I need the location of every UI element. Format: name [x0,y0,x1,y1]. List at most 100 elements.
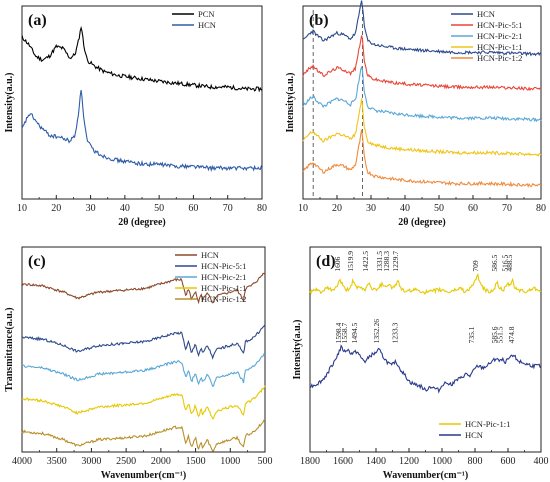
x-tick-label: 400 [534,456,549,467]
legend-label: HCN-Pic-5:1 [477,20,522,30]
series-line-pcn [21,25,263,93]
x-tick-label: 30 [366,203,376,214]
x-tick-label: 1500 [186,456,206,467]
panel-tag-bg [25,9,55,28]
x-tick-label: 3000 [81,456,101,467]
peak-label-top: 1519.9 [346,251,355,272]
x-tick-label: 2500 [116,456,136,467]
series-line-hcn-pic-2-1 [302,66,542,123]
series-line-hcn [21,272,266,305]
panel-tag-bg [25,250,55,269]
legend-label: HCN-Pic-1:1 [477,42,522,52]
x-axis-label: Wavenumber(cm⁻¹) [101,470,186,481]
series-line-hcn [21,90,263,173]
x-tick-label: 60 [188,203,198,214]
peak-label-top: 709 [471,260,480,272]
panel-tag: (c) [28,253,46,270]
x-tick-label: 1000 [432,456,452,467]
x-tick-label: 30 [86,203,96,214]
peak-label-top: 516.5 [501,254,510,271]
series-line-hcn [309,344,542,394]
x-tick-label: 80 [257,203,267,214]
panel-a: 10 20 30 40 50 60 70 80 2θ (degree) Intensity(a.u… [4,5,267,228]
x-tick-label: 70 [223,203,233,214]
peak-label-bottom: 1352.26 [372,319,381,344]
legend-label: HCN-Pic-1:2 [477,53,522,63]
peak-label-bottom: 585.6 [490,326,499,343]
x-tick-label: 1400 [366,456,386,467]
x-tick-label: 2000 [151,456,171,467]
peak-label-bottom: 474.8 [507,326,516,343]
x-tick-label: 80 [536,203,546,214]
peak-label-bottom: 1233.3 [390,322,399,343]
x-tick-label: 1200 [399,456,419,467]
y-axis-label: Intensity(a.u.) [285,72,296,132]
series-line-hcn [302,0,542,57]
x-tick-label: 500 [258,456,273,467]
peak-label-top: 1229.7 [391,251,400,272]
legend-label: HCN [465,430,483,440]
x-tick-label: 10 [17,203,27,214]
series-line-hcn-pic-1-1 [309,272,542,296]
series-line-hcn-pic-5-1 [22,324,266,360]
y-axis-label: Intensity(a.u.) [4,72,15,132]
x-tick-label: 20 [332,203,342,214]
legend-label: HCN-Pic-1:2 [201,294,246,304]
panel-tag: (a) [28,12,47,29]
plot-frame [21,5,263,200]
x-axis-label: 2θ (degree) [118,217,166,228]
series-line-hcn-pic-2-1 [21,352,266,387]
series-line-hcn-pic-1-1 [21,385,266,420]
panel-tag: (d) [316,253,336,270]
x-tick-label: 600 [501,456,516,467]
panel-tag: (b) [309,12,329,29]
peak-label-bottom: 1494.5 [350,322,359,343]
legend-label: HCN [198,20,216,30]
peak-label-top: 1422.5 [361,251,370,272]
legend-label: PCN [198,9,215,19]
x-tick-label: 1800 [300,456,320,467]
series-line-hcn-pic-1-2 [21,418,266,452]
x-tick-label: 60 [468,203,478,214]
peak-label-top: 1606 [333,256,342,271]
y-axis-label: Intensity(a.u.) [292,319,303,379]
peak-label-top: 586.5 [490,254,499,271]
peak-label-top: 488.5 [505,254,514,271]
y-axis-label: Transmittance(a.u.) [4,307,15,391]
x-axis-label: Wavenumber(cm⁻¹) [383,470,468,481]
peak-label-top: 1288.3 [382,251,391,272]
x-tick-label: 70 [502,203,512,214]
legend-label: HCN-Pic-1:1 [201,283,246,293]
legend-label: HCN [201,250,219,260]
peak-label-bottom: 735.1 [467,326,476,343]
legend-c: HCNHCN-Pic-5:1HCN-Pic-2:1HCN-Pic-1:1HCN-… [175,250,246,304]
series-line-hcn-pic-1-1 [302,98,542,157]
x-axis-label: 2θ (degree) [398,217,446,228]
x-tick-label: 800 [468,456,483,467]
x-tick-label: 50 [434,203,444,214]
peak-label-top: 1331.5 [375,251,384,272]
x-tick-label: 40 [400,203,410,214]
peak-label-bottom: 1558.7 [340,322,349,343]
legend-label: HCN-Pic-5:1 [201,261,246,271]
x-tick-label: 40 [120,203,130,214]
x-tick-label: 10 [298,203,308,214]
peak-label-bottom: 551.5 [495,326,504,343]
legend-b: HCNHCN-Pic-5:1HCN-Pic-2:1HCN-Pic-1:1HCN-… [451,9,522,63]
legend-label: HCN-Pic-2:1 [477,31,522,41]
x-tick-label: 50 [154,203,164,214]
x-tick-label: 1000 [220,456,240,467]
x-tick-label: 20 [51,203,61,214]
legend-label: HCN [477,9,495,19]
x-tick-label: 1600 [333,456,353,467]
panel-d: 1800 1600 1400 1200 1000 800 600 400 Wavenumber(… [292,246,549,481]
x-tick-label: 3500 [47,456,67,467]
x-tick-label: 4000 [12,456,32,467]
peak-label-bottom: 1598.4 [334,322,343,343]
legend-label: HCN-Pic-2:1 [201,272,246,282]
panel-tag-bg [313,250,343,269]
series-line-hcn-pic-1-2 [302,129,542,188]
